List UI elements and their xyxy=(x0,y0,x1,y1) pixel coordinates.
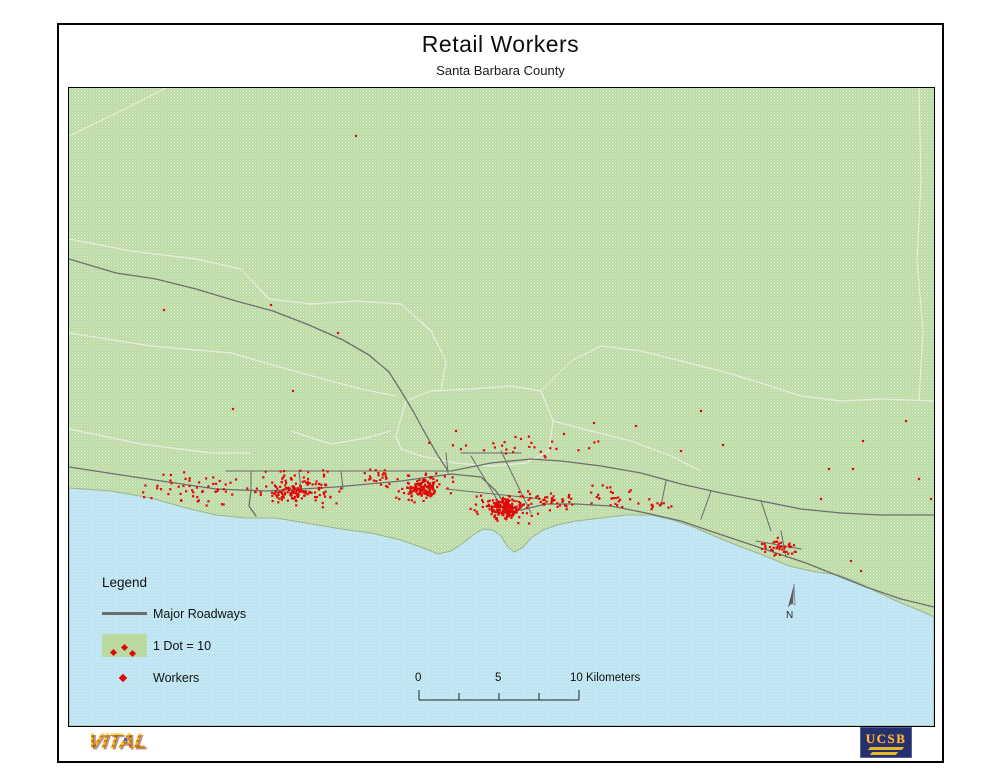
legend-item-dot-density: 1 Dot = 10 xyxy=(102,634,302,658)
legend-item-roadways: Major Roadways xyxy=(102,602,302,625)
swatch-dot-icon xyxy=(128,649,137,658)
legend-title: Legend xyxy=(102,575,148,590)
vital-logo: VITAL xyxy=(86,729,152,756)
map-subtitle: Santa Barbara County xyxy=(436,63,565,78)
scale-bar: 0 5 10 Kilometers xyxy=(414,672,649,702)
scale-label-5: 5 xyxy=(495,672,502,684)
ucsb-wave-icon xyxy=(867,747,905,750)
scale-label-0: 0 xyxy=(415,672,422,684)
ucsb-logo-text: UCSB xyxy=(865,731,907,746)
scale-label-10km: 10 Kilometers xyxy=(570,672,641,684)
legend-item-label: 1 Dot = 10 xyxy=(153,638,212,653)
north-label: N xyxy=(786,610,794,621)
dot-density-swatch-icon xyxy=(102,634,147,658)
ucsb-wave-icon xyxy=(869,752,899,755)
workers-point-swatch-icon xyxy=(118,673,128,682)
legend: Legend Major Roadways 1 Dot = 10 Workers xyxy=(102,575,302,698)
vital-logo-accent-icon xyxy=(124,738,127,741)
swatch-dot-icon xyxy=(109,648,118,657)
map-canvas: Legend Major Roadways 1 Dot = 10 Workers xyxy=(68,87,935,727)
title-block: Retail Workers Santa Barbara County xyxy=(57,31,944,78)
legend-item-workers: Workers xyxy=(102,666,302,689)
north-arrow: N xyxy=(774,582,818,624)
scalebar-svg xyxy=(418,690,580,701)
legend-item-label: Major Roadways xyxy=(153,606,247,621)
vital-logo-text: VITAL xyxy=(86,730,149,753)
ucsb-logo: UCSB xyxy=(860,727,912,758)
map-svg xyxy=(69,88,934,726)
roadway-line-swatch-icon xyxy=(102,612,147,615)
north-arrow-icon xyxy=(787,583,796,608)
legend-item-label: Workers xyxy=(153,670,200,685)
worker-dots-layer xyxy=(142,134,933,573)
map-title: Retail Workers xyxy=(421,31,580,57)
ocean-area xyxy=(69,487,934,726)
boundary-lines-layer xyxy=(69,88,934,472)
swatch-dot-icon xyxy=(120,643,129,652)
major-roadways-layer xyxy=(69,258,934,608)
